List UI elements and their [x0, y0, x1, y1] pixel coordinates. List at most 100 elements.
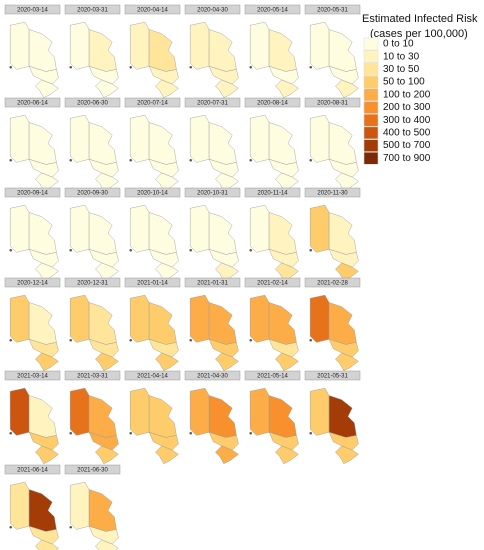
panel-header — [184, 370, 241, 381]
panel-header — [4, 277, 61, 288]
region — [35, 445, 59, 465]
region — [335, 79, 359, 99]
region — [215, 79, 239, 99]
region — [28, 338, 59, 358]
panel-date: 2020-04-14 — [137, 7, 168, 13]
city-marker — [129, 66, 132, 69]
region — [129, 114, 150, 163]
panel-date: 2020-03-14 — [17, 7, 48, 13]
panel-header — [64, 277, 121, 288]
region — [309, 294, 330, 343]
region — [69, 204, 90, 253]
region — [69, 114, 90, 163]
city-marker — [249, 432, 252, 435]
panel-header — [244, 187, 301, 198]
region — [9, 294, 30, 343]
region — [69, 481, 90, 530]
region — [249, 114, 270, 163]
panel-date: 2021-01-14 — [137, 280, 168, 286]
city-marker — [249, 159, 252, 162]
city-marker — [129, 432, 132, 435]
region — [268, 65, 299, 85]
region — [208, 248, 239, 268]
region — [189, 294, 210, 343]
city-marker — [309, 66, 312, 69]
city-marker — [189, 249, 192, 252]
region — [95, 352, 119, 372]
panel-date: 2020-11-30 — [317, 190, 348, 196]
panel-date: 2021-03-31 — [77, 373, 108, 379]
map — [129, 204, 179, 282]
region — [328, 248, 359, 268]
panel-date: 2021-01-31 — [197, 280, 228, 286]
legend-subtitle: (cases per 100,000) — [370, 28, 468, 40]
region — [309, 204, 330, 253]
region — [95, 79, 119, 99]
map — [129, 114, 179, 192]
region — [9, 21, 30, 70]
region — [249, 21, 270, 70]
legend-label: 500 to 700 — [383, 140, 431, 151]
city-marker — [9, 249, 12, 252]
panel-header — [304, 97, 361, 108]
map — [249, 21, 299, 99]
map — [309, 294, 359, 372]
region — [215, 352, 239, 372]
map — [189, 114, 239, 192]
map — [9, 294, 59, 372]
region — [129, 294, 150, 343]
map — [189, 21, 239, 99]
legend-label: 700 to 900 — [383, 153, 431, 164]
region — [95, 445, 119, 465]
region — [95, 539, 119, 550]
city-marker — [249, 249, 252, 252]
region — [148, 65, 179, 85]
map — [189, 204, 239, 282]
panel-date: 2021-04-14 — [137, 373, 168, 379]
region — [268, 431, 299, 451]
legend-swatch — [363, 37, 379, 51]
panel-date: 2020-04-30 — [197, 7, 228, 13]
panel-header — [184, 187, 241, 198]
region — [208, 338, 239, 358]
region — [28, 65, 59, 85]
panel-date: 2020-07-14 — [137, 100, 168, 106]
panel-date: 2020-07-31 — [197, 100, 228, 106]
panel-header — [124, 277, 181, 288]
panel-header — [124, 187, 181, 198]
panel-header — [184, 277, 241, 288]
panel-date: 2020-09-14 — [17, 190, 48, 196]
region — [88, 431, 119, 451]
region — [328, 65, 359, 85]
map — [69, 204, 119, 282]
region — [9, 481, 30, 530]
map — [69, 114, 119, 192]
legend-label: 100 to 200 — [383, 89, 431, 100]
map — [129, 21, 179, 99]
panel-header — [124, 4, 181, 15]
panel-header — [304, 4, 361, 15]
panel-header — [4, 187, 61, 198]
map — [249, 204, 299, 282]
city-marker — [249, 66, 252, 69]
panel-date: 2020-10-14 — [137, 190, 168, 196]
panel-date: 2021-02-14 — [257, 280, 288, 286]
panel-date: 2020-08-31 — [317, 100, 348, 106]
city-marker — [189, 432, 192, 435]
legend-swatch — [363, 139, 379, 152]
map — [69, 481, 119, 550]
panel-date: 2020-05-14 — [257, 7, 288, 13]
panel-date: 2020-09-30 — [77, 190, 108, 196]
map — [249, 387, 299, 465]
panel-header — [64, 464, 121, 475]
region — [249, 294, 270, 343]
region — [335, 352, 359, 372]
legend-label: 10 to 30 — [383, 51, 420, 62]
map — [9, 481, 59, 550]
panel-date: 2020-08-14 — [257, 100, 288, 106]
legend-swatch — [363, 75, 379, 89]
region — [88, 158, 119, 178]
region — [9, 387, 30, 436]
region — [155, 352, 179, 372]
